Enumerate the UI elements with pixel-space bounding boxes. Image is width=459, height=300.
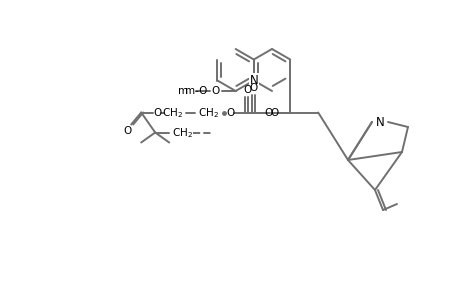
Text: CH$_2$: CH$_2$ (161, 106, 182, 120)
Text: O: O (263, 107, 272, 118)
Text: O: O (242, 85, 251, 94)
Text: O: O (248, 82, 257, 92)
Text: CH$_2$: CH$_2$ (197, 106, 218, 120)
Text: O: O (153, 107, 161, 118)
Text: m-O: m-O (185, 86, 207, 96)
Text: N: N (249, 74, 257, 87)
Text: O: O (269, 107, 278, 118)
Text: O: O (225, 107, 234, 118)
Text: CH$_2$: CH$_2$ (171, 127, 192, 140)
Text: O: O (123, 125, 131, 136)
Text: N: N (375, 116, 384, 128)
Text: O: O (211, 86, 219, 96)
Text: m: m (177, 86, 187, 96)
